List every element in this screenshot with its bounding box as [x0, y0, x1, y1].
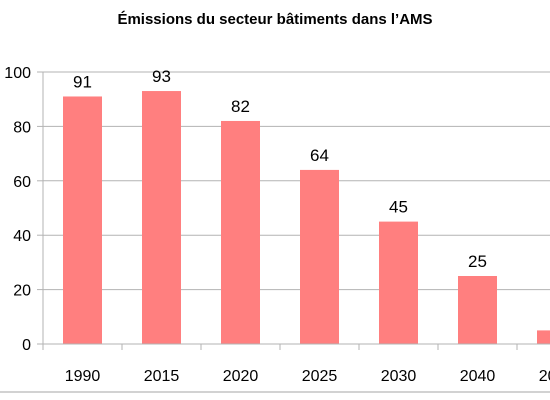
data-label: 91	[73, 72, 92, 91]
data-label: 93	[152, 67, 171, 86]
x-tick-label: 2030	[381, 368, 417, 385]
x-tick-label: 2020	[223, 368, 259, 385]
data-label: 45	[389, 198, 408, 217]
chart-title: Émissions du secteur bâtiments dans l’AM…	[117, 11, 432, 28]
axes	[37, 71, 550, 350]
bar-1990	[63, 96, 102, 344]
bar-2020	[221, 120, 260, 345]
y-tick-label: 0	[22, 337, 31, 354]
bar-2050	[537, 330, 550, 344]
x-tick-label: 2050	[539, 368, 550, 385]
data-label: 64	[310, 146, 329, 165]
y-tick-label: 40	[13, 228, 31, 245]
data-label: 82	[231, 97, 250, 116]
bar-2025	[300, 169, 339, 344]
bar-2040	[458, 276, 497, 344]
y-axis-ticks: 0 20 40 60 80 100	[4, 65, 31, 354]
bar-2030	[379, 221, 418, 344]
data-labels: 91 93 82 64 45 25	[73, 67, 487, 271]
y-tick-label: 100	[4, 65, 31, 82]
y-tick-label: 20	[13, 283, 31, 300]
bars	[63, 91, 550, 345]
y-tick-label: 60	[13, 174, 31, 191]
x-axis-ticks: 1990 2015 2020 2025 2030 2040 2050	[65, 368, 550, 385]
x-tick-label: 2025	[302, 368, 338, 385]
bar-2015	[142, 91, 181, 344]
y-tick-label: 80	[13, 119, 31, 136]
x-tick-label: 2015	[144, 368, 180, 385]
x-tick-label: 1990	[65, 368, 101, 385]
x-tick-label: 2040	[460, 368, 496, 385]
data-label: 25	[468, 252, 487, 271]
